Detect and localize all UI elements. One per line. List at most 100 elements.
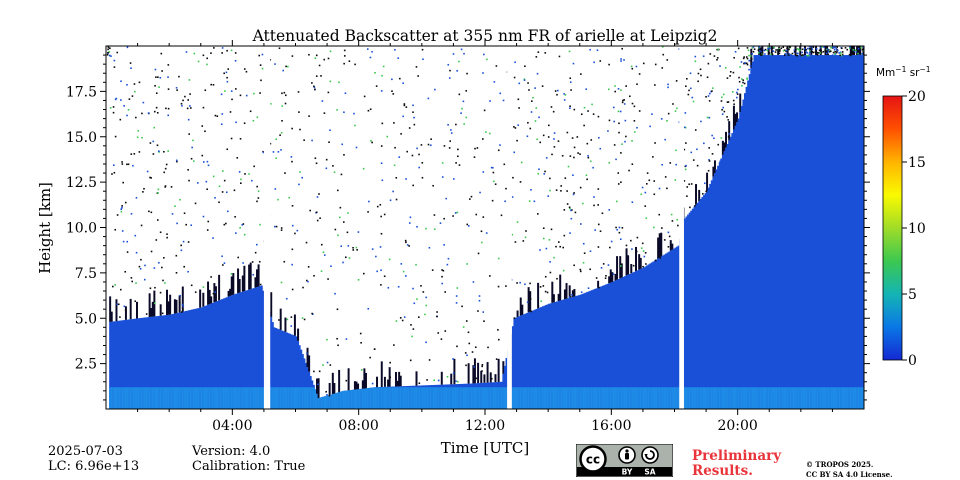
backscatter-surface-layer <box>635 387 637 409</box>
noise-speck <box>513 317 516 319</box>
noise-speck <box>243 233 246 236</box>
noise-speck <box>339 206 342 209</box>
noise-speck <box>187 99 189 101</box>
backscatter-surface-layer <box>612 387 615 409</box>
backscatter-column <box>235 293 238 409</box>
backscatter-column <box>515 317 517 409</box>
backscatter-column <box>862 55 864 409</box>
backscatter-surface-layer <box>611 387 614 409</box>
noise-speck <box>528 200 531 202</box>
noise-speck <box>223 223 226 226</box>
noise-speck <box>406 244 409 246</box>
noise-speck <box>437 332 440 334</box>
backscatter-surface-layer <box>364 388 367 409</box>
backscatter-surface-layer <box>353 389 356 409</box>
backscatter-surface-layer <box>161 387 164 409</box>
noise-speck <box>741 84 743 87</box>
backscatter-surface-layer <box>303 387 306 409</box>
backscatter-surface-layer <box>770 387 773 409</box>
backscatter-column <box>562 299 565 409</box>
noise-speck <box>622 99 624 102</box>
backscatter-column <box>729 136 732 409</box>
noise-speck <box>314 157 317 160</box>
backscatter-surface-layer <box>175 387 178 409</box>
noise-speck <box>443 145 446 147</box>
noise-speck <box>638 110 641 112</box>
noise-speck <box>540 300 543 303</box>
noise-speck <box>552 110 555 113</box>
backscatter-column <box>192 309 195 409</box>
backscatter-surface-layer <box>382 387 385 409</box>
noise-speck <box>592 113 595 115</box>
noise-speck <box>432 184 434 187</box>
noise-speck <box>612 273 615 275</box>
noise-speck <box>227 68 230 70</box>
noise-speck <box>691 96 694 99</box>
backscatter-surface-layer <box>641 387 644 409</box>
backscatter-column <box>639 268 642 409</box>
backscatter-surface-layer <box>665 387 668 409</box>
noise-speck <box>280 149 282 151</box>
backscatter-surface-layer <box>322 396 325 409</box>
noise-fringe <box>638 254 641 270</box>
noise-fringe <box>150 308 153 317</box>
noise-speck <box>117 303 120 306</box>
noise-speck <box>256 243 258 246</box>
backscatter-surface-layer <box>363 388 366 409</box>
noise-speck <box>613 120 615 123</box>
noise-speck <box>481 370 483 372</box>
noise-fringe <box>521 304 524 315</box>
noise-speck <box>617 88 620 90</box>
noise-speck <box>190 224 193 227</box>
backscatter-surface-layer <box>609 387 612 409</box>
backscatter-surface-layer <box>369 387 372 409</box>
backscatter-surface-layer <box>811 387 814 409</box>
backscatter-surface-layer <box>582 387 585 409</box>
noise-speck <box>409 359 412 362</box>
backscatter-column <box>167 314 170 409</box>
noise-speck <box>135 251 138 254</box>
backscatter-surface-layer <box>636 387 639 409</box>
noise-speck <box>511 233 514 236</box>
noise-speck <box>342 221 345 223</box>
backscatter-surface-layer <box>166 387 168 409</box>
noise-speck <box>323 254 326 256</box>
noise-speck <box>727 101 730 103</box>
backscatter-surface-layer <box>672 387 675 409</box>
noise-speck <box>513 126 515 128</box>
noise-speck <box>175 271 178 274</box>
noise-speck <box>489 100 491 102</box>
noise-speck <box>692 100 695 103</box>
noise-speck <box>425 296 427 299</box>
noise-speck <box>759 52 762 55</box>
backscatter-surface-layer <box>756 387 759 409</box>
noise-speck <box>120 99 122 101</box>
noise-speck <box>441 275 443 278</box>
backscatter-surface-layer <box>478 387 481 409</box>
backscatter-surface-layer <box>652 387 655 409</box>
backscatter-column <box>131 319 134 409</box>
noise-speck <box>569 81 572 83</box>
noise-speck <box>497 285 500 288</box>
noise-fringe <box>671 243 674 250</box>
backscatter-surface-layer <box>802 387 805 409</box>
backscatter-surface-layer <box>232 387 235 409</box>
noise-speck <box>760 53 763 55</box>
backscatter-surface-layer <box>192 387 195 409</box>
backscatter-surface-layer <box>622 387 625 409</box>
backscatter-surface-layer <box>759 387 762 409</box>
backscatter-surface-layer <box>541 387 544 409</box>
noise-speck <box>799 49 801 51</box>
noise-speck <box>362 167 365 170</box>
backscatter-surface-layer <box>221 387 224 409</box>
backscatter-surface-layer <box>480 387 483 409</box>
noise-fringe <box>241 275 244 292</box>
noise-speck <box>520 161 523 164</box>
noise-speck <box>778 50 781 52</box>
backscatter-surface-layer <box>497 387 500 409</box>
noise-speck <box>617 172 620 174</box>
noise-speck <box>646 183 648 185</box>
backscatter-surface-layer <box>496 387 499 409</box>
noise-speck <box>166 233 168 235</box>
backscatter-surface-layer <box>366 388 369 409</box>
